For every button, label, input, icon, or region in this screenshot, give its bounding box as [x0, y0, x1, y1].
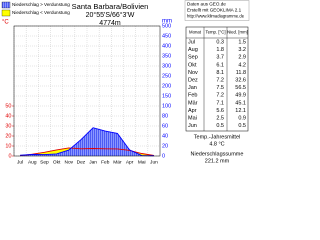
table-precip: 11.8	[236, 70, 246, 76]
y2-tick-label: 100	[162, 103, 171, 109]
y2-tick-label: 60	[162, 123, 168, 129]
table-header: Monat	[189, 30, 202, 35]
table-month: Apr	[188, 108, 197, 114]
table-month: Mär	[188, 100, 198, 106]
source-box	[184, 0, 250, 21]
x-tick-label: Dez	[77, 159, 86, 165]
table-precip: 4.2	[238, 62, 246, 68]
y2-tick-label: 0	[162, 153, 165, 159]
table-temp: 3.7	[216, 55, 224, 61]
y2-tick-label: 400	[162, 43, 171, 49]
table-precip: 56.5	[235, 85, 246, 91]
y-axis-title: °C	[2, 20, 9, 26]
source-line: http://www.klimadiagramme.de	[187, 14, 245, 19]
table-precip: 2.9	[238, 55, 246, 61]
x-tick-label: Aug	[28, 159, 37, 165]
table-precip: 3.2	[238, 47, 246, 53]
annual-total: 221.2 mm	[205, 158, 230, 164]
table-month: Nov	[188, 70, 198, 76]
x-tick-label: Jul	[17, 159, 23, 165]
table-precip: 0.5	[238, 123, 246, 129]
annual-mean-label: Temp.-Jahresmittel	[194, 134, 240, 140]
y2-tick-label: 300	[162, 63, 171, 69]
table-month: Jan	[188, 85, 197, 91]
climate-diagram: Santa Barbara/Bolivien 20°55'S/66°3'W 47…	[1, 0, 250, 166]
table-month: Okt	[188, 62, 197, 68]
legend-swatch	[1, 1, 11, 9]
x-tick-label: Okt	[53, 159, 61, 165]
table-temp: 7.5	[216, 85, 224, 91]
y-tick-label: 10	[5, 143, 11, 149]
chart-title: Santa Barbara/Bolivien	[72, 2, 149, 11]
y-tick-label: 30	[5, 123, 11, 129]
y-tick-label: 0	[8, 153, 11, 159]
source-line: Daten aus GEO.de	[187, 2, 226, 7]
table-temp: 5.6	[216, 108, 224, 114]
plot-frame	[13, 25, 161, 157]
table-temp: 6.1	[216, 62, 224, 68]
x-tick-label: Jun	[150, 159, 158, 165]
table-temp: 7.2	[216, 93, 224, 99]
table-temp: 2.5	[216, 115, 224, 121]
y-tick-label: 20	[5, 133, 11, 139]
table-precip: 12.1	[235, 108, 246, 114]
y-tick-label: 50	[5, 103, 11, 109]
table-month: Jun	[188, 123, 197, 129]
table-month: Dez	[188, 77, 198, 83]
table-month: Sep	[188, 55, 198, 61]
table-month: Jul	[188, 39, 195, 45]
y-tick-label: 40	[5, 113, 11, 119]
x-tick-label: Sep	[40, 159, 49, 165]
y2-tick-label: 250	[162, 73, 171, 79]
x-tick-label: Mär	[113, 159, 122, 165]
y2-tick-label: 350	[162, 53, 171, 59]
source-line: Erstellt mit GEOKLIMA 2.1	[187, 8, 242, 13]
table-precip: 0.9	[238, 115, 246, 121]
table-precip: 49.9	[235, 93, 246, 99]
table-frame	[185, 26, 249, 132]
table-temp: 8.1	[216, 70, 224, 76]
y2-tick-label: 500	[162, 23, 171, 29]
table-temp: 7.1	[216, 100, 224, 106]
y2-tick-label: 200	[162, 83, 171, 89]
y2-axis-title: mm	[162, 19, 172, 25]
y2-tick-label: 150	[162, 93, 171, 99]
table-header: Nied. [mm]	[227, 30, 248, 35]
annual-total-label: Niederschlagssumme	[191, 151, 244, 157]
table-temp: 0.3	[216, 39, 224, 45]
x-tick-label: Feb	[101, 159, 110, 165]
x-tick-label: Apr	[126, 159, 134, 165]
table-temp: 0.5	[216, 123, 224, 129]
table-header: Temp. [°C]	[205, 30, 225, 35]
table-precip: 45.1	[235, 100, 246, 106]
precipitation-line	[20, 127, 154, 157]
x-tick-label: Mai	[138, 159, 146, 165]
y2-tick-label: 40	[162, 133, 168, 139]
elevation: 4774m	[99, 20, 121, 27]
table-temp: 7.2	[216, 77, 224, 83]
x-tick-label: Jan	[89, 159, 97, 165]
table-month: Feb	[188, 93, 197, 99]
legend-swatch	[1, 9, 11, 17]
table-precip: 1.5	[238, 39, 246, 45]
table-temp: 1.8	[216, 47, 224, 53]
y2-tick-label: 20	[162, 143, 168, 149]
legend-label: Niederschlag < Verdunstung	[12, 10, 70, 15]
table-month: Aug	[188, 47, 198, 53]
legend-label: Niederschlag > Verdunstung	[12, 2, 70, 7]
table-precip: 32.6	[235, 77, 246, 83]
x-tick-label: Nov	[64, 159, 73, 165]
annual-mean: 4.8 °C	[209, 141, 224, 147]
coordinates: 20°55'S/66°3'W	[86, 11, 135, 19]
y2-tick-label: 450	[162, 33, 171, 39]
y2-tick-label: 80	[162, 113, 168, 119]
table-month: Mai	[188, 115, 197, 121]
